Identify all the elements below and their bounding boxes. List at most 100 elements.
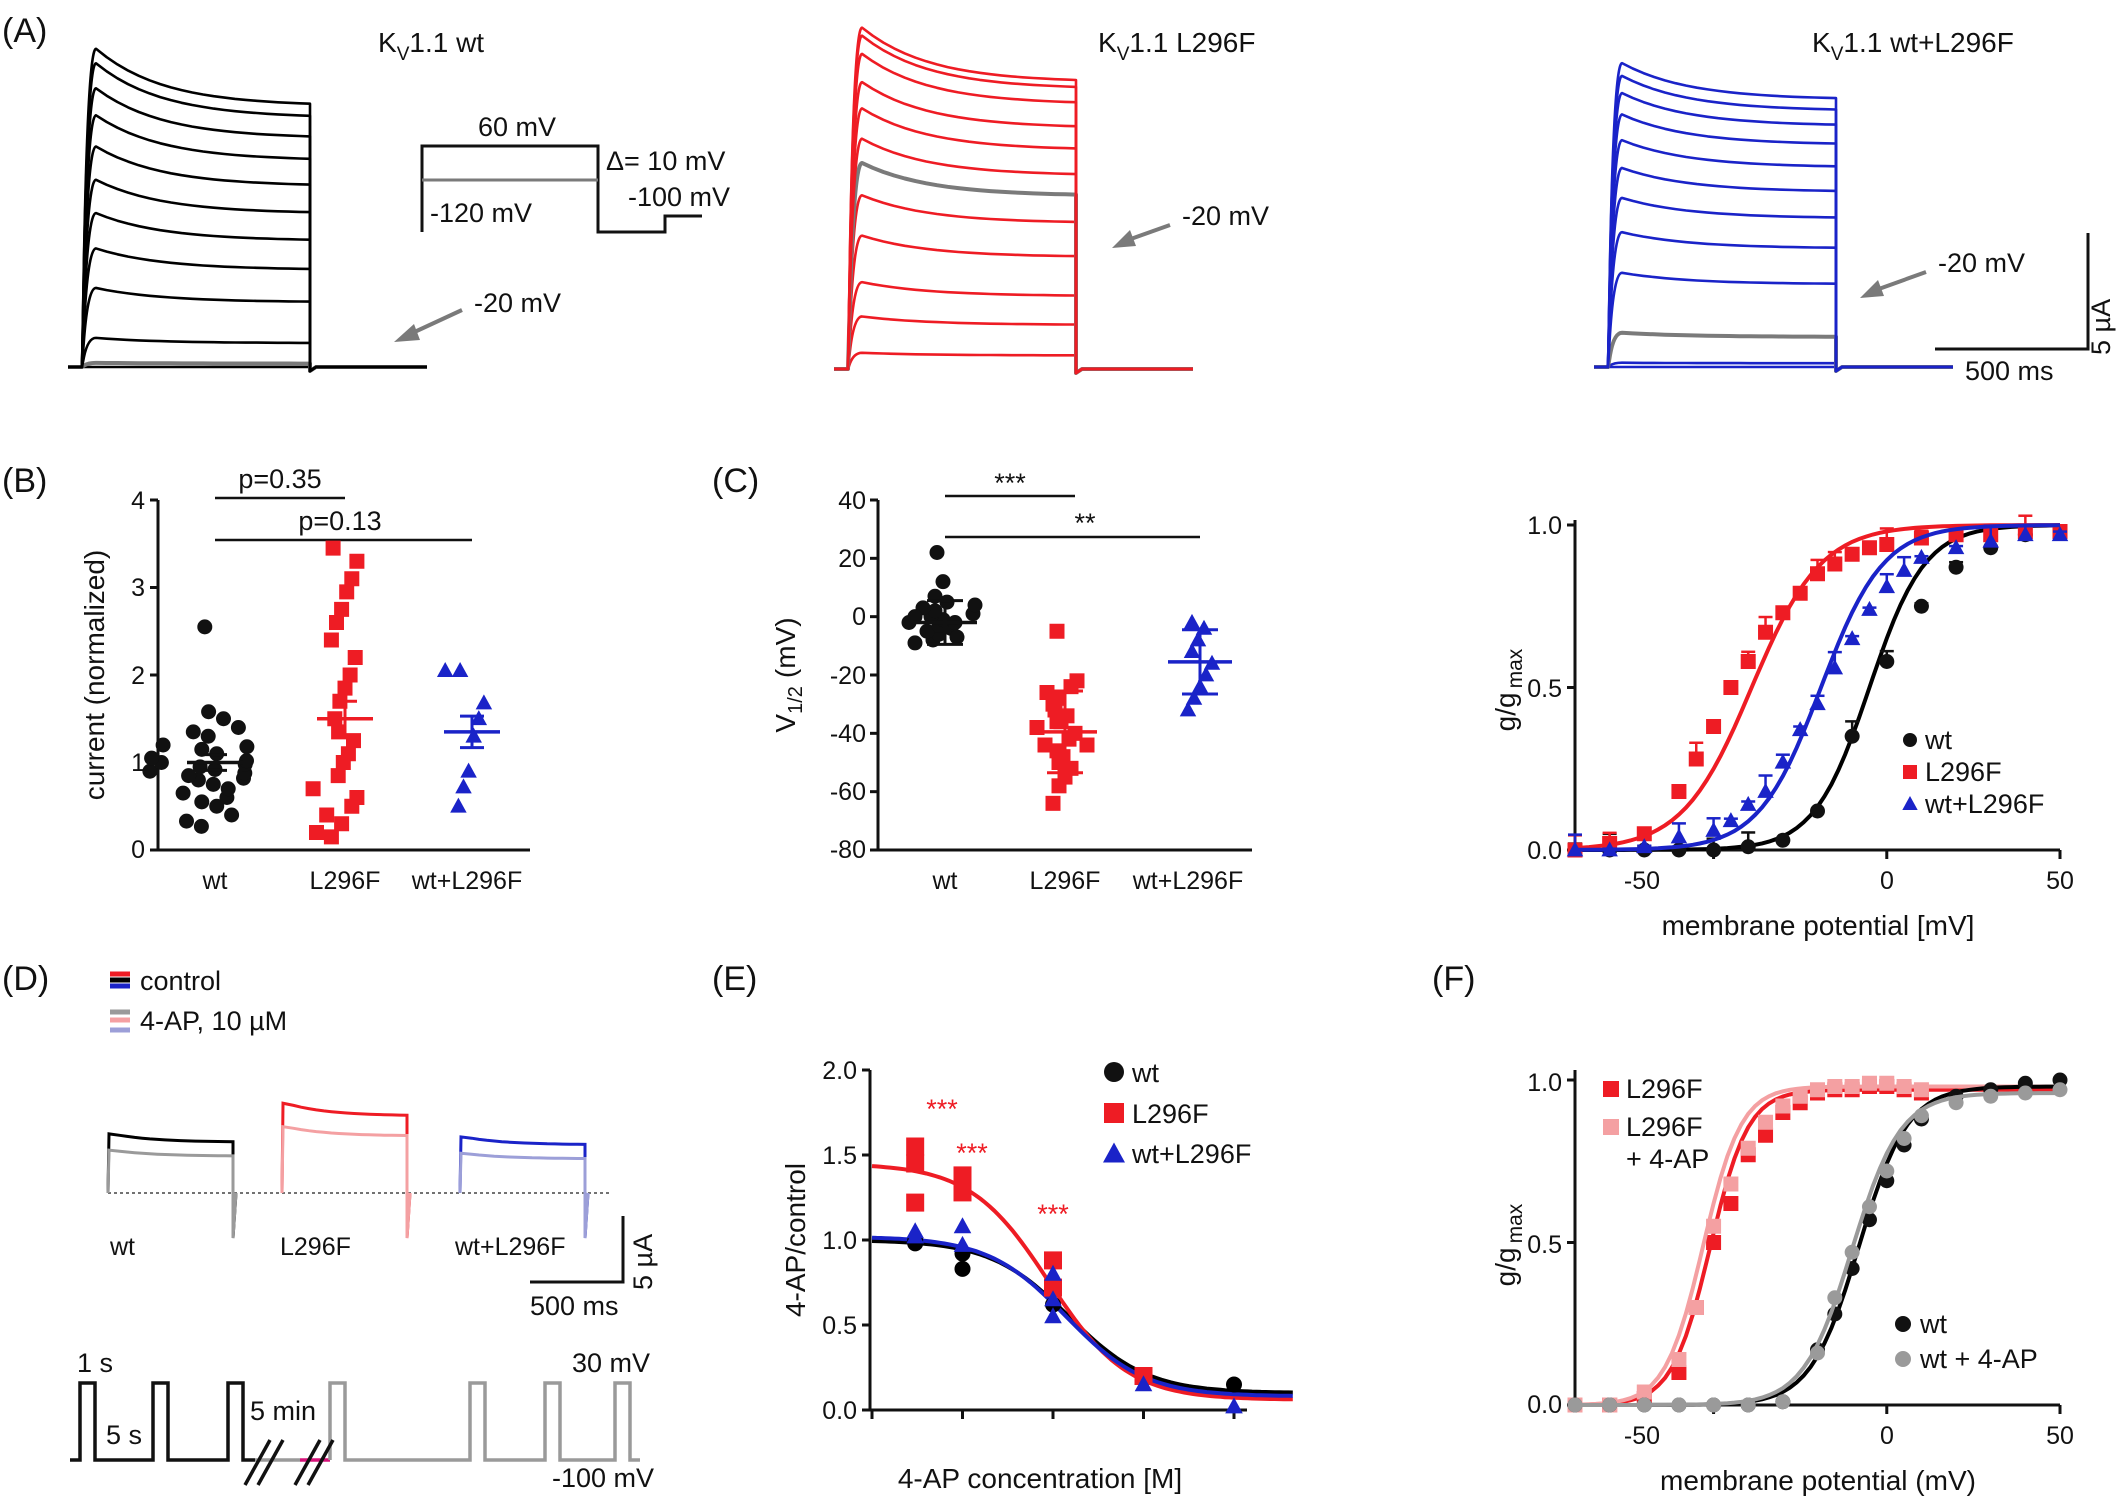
a-wt-trace-7 [68,145,427,373]
point-b-L296F-19 [334,601,350,617]
point-b-wt+L296F-6 [451,662,469,677]
panel-c-activation-curves: 0.0 0.5 1.0 -50 0 50 g/gmax membrane pot… [1490,512,2074,941]
e-curve-2 [871,1235,1293,1398]
trace-label-d-wt: wt [109,1233,135,1261]
cr-point-2-0 [1566,841,1584,857]
protocol-d-1s: 1 s [77,1348,113,1378]
panel-label-f: (F) [1432,960,1475,998]
f-point-3-11 [1879,1163,1895,1179]
f-point-1-11 [1810,1082,1825,1098]
cr-point-2-7 [1757,782,1774,798]
protocol-d [70,1381,640,1486]
f-point-3-17 [2052,1082,2068,1098]
sig-label-b-2: p=0.13 [298,506,381,536]
ytick-cr-0: 0.0 [1527,837,1562,865]
point-b-wt-1 [179,813,194,829]
protocol-d-30mv: 30 mV [572,1348,650,1378]
d-trace-2-control [458,1135,590,1239]
cr-point-0-11 [1948,559,1964,575]
panel-a-current-traces: KV1.1 wt KV1.1 L296F KV1.1 wt+L296F 60 m… [68,26,2116,386]
point-b-L296F-17 [323,632,339,648]
arrow-a-l296f [1112,223,1171,248]
point-c-L296F-21 [1049,714,1065,730]
point-c-L296F-18 [1049,623,1065,639]
e-point-2-4 [1044,1264,1062,1281]
cr-point-2-9 [1791,721,1809,737]
point-c-wt-13 [907,635,923,651]
panel-d-4ap-traces: control 4-AP, 10 µM wt L296F wt+L296F 50… [70,966,658,1493]
point-c-wt-17 [967,597,983,613]
legend-f-l296f-4ap-2: + 4-AP [1626,1144,1709,1174]
xtick-cr-2: 50 [2046,867,2074,895]
f-point-3-9 [1844,1244,1860,1260]
ytick-c-6: 40 [838,487,866,515]
cr-point-2-20 [2051,526,2069,542]
point-c-wt-9 [927,603,943,619]
d-trace-2-4ap [458,1151,590,1239]
f-point-3-13 [1913,1108,1929,1124]
cr-point-2-18 [1982,532,1999,548]
ylabel-f: g/gmax [1490,1203,1527,1286]
d-trace-1-4ap [280,1124,412,1239]
cr-point-2-15 [1895,561,1913,577]
panel-label-a: (A) [2,12,47,50]
legend-e-het-marker [1103,1142,1125,1163]
legend-d-4ap: 4-AP, 10 µM [140,1006,287,1036]
f-point-3-12 [1896,1131,1912,1146]
f-point-1-9 [1775,1098,1791,1114]
xlabel-e: 4-AP concentration [M] [898,1463,1182,1494]
trace-label-d-l296f: L296F [280,1233,351,1261]
f-curve-3 [1575,1091,2060,1407]
legend-f-wt-4ap: wt + 4-AP [1919,1344,2038,1374]
scalebar-d-time: 500 ms [530,1291,619,1321]
point-b-wt-13 [142,763,158,779]
point-b-wt-3 [209,798,225,814]
panel-label-b: (B) [2,462,47,500]
traces-a-het [1594,61,1953,373]
arrow-a-wt [394,308,463,342]
f-point-1-3 [1671,1352,1687,1367]
a-het-trace-5 [1594,196,1953,373]
legend-e-l296f: L296F [1132,1099,1209,1129]
point-b-L296F-15 [342,667,358,683]
ylabel-e: 4-AP/control [780,1163,811,1317]
point-b-wt+L296F-2 [460,762,477,778]
a-het-trace-10 [1594,74,1953,373]
point-c-L296F-19 [1055,749,1071,765]
point-b-L296F-14 [337,680,353,696]
a-het-trace-11 [1594,61,1953,373]
a-het-trace-3 [1594,271,1953,373]
a-wt-trace-4 [68,247,427,373]
points-c [901,545,1232,811]
a-het-trace-9 [1594,91,1953,373]
legend-e-l296f-marker [1104,1103,1124,1123]
point-b-wt-18 [239,753,254,769]
cr-point-2-13 [1861,600,1878,616]
point-b-wt-7 [220,781,236,797]
ytick-c-4: 0 [852,603,866,631]
point-b-L296F-1 [309,825,324,840]
ytick-b-0: 0 [131,836,145,864]
point-c-wt+L296F-3 [1197,666,1215,682]
ytick-c-2: -40 [830,720,866,748]
ytick-b-1: 1 [131,749,145,777]
f-point-3-0 [1567,1397,1583,1413]
legend-cr [1902,733,1918,810]
curves-e [871,1137,1293,1414]
point-b-wt-22 [239,739,255,755]
a-wt-trace-8 [68,114,427,373]
cr-point-1-15 [1879,537,1895,552]
f-point-3-3 [1671,1397,1687,1413]
e-curve-0 [871,1239,1293,1395]
point-c-wt-2 [919,623,935,639]
point-b-wt-11 [181,768,197,784]
point-b-L296F-21 [344,571,360,587]
legend-f-wt-marker [1895,1316,1911,1332]
cr-point-0-4 [1706,842,1722,858]
f-point-1-4 [1688,1300,1704,1315]
point-b-wt+L296F-7 [436,662,454,677]
point-b-L296F-23 [325,540,341,556]
point-c-wt+L296F-8 [1183,613,1201,629]
cr-point-2-6 [1739,795,1757,811]
cr-point-2-1 [1601,841,1618,857]
